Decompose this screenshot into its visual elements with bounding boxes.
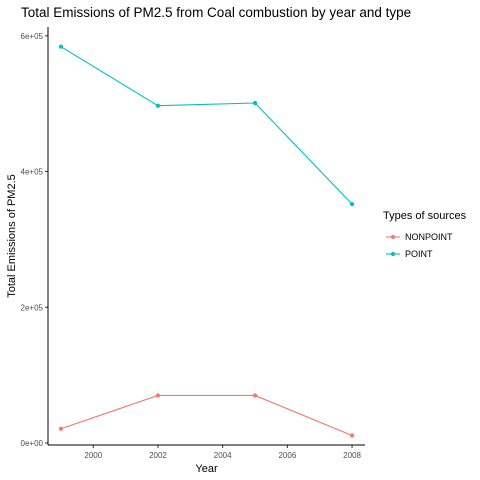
legend-item-nonpoint: NONPOINT [386, 232, 453, 242]
legend-label: POINT [405, 249, 433, 259]
x-axis-title: Year [195, 463, 218, 475]
x-tick-label: 2002 [149, 451, 167, 460]
x-tick-label: 2004 [214, 451, 232, 460]
legend-items: NONPOINT POINT [386, 232, 453, 259]
data-point-nonpoint [349, 433, 355, 438]
y-tick-label: 0e+00 [21, 439, 44, 448]
data-point-point [58, 44, 64, 49]
x-tick-label: 2008 [343, 451, 361, 460]
x-tick-label: 2000 [84, 451, 102, 460]
chart-title: Total Emissions of PM2.5 from Coal combu… [21, 5, 411, 20]
legend-label: NONPOINT [405, 232, 453, 242]
data-point-nonpoint [155, 393, 161, 398]
series-line-nonpoint [60, 394, 353, 437]
data-point-point [252, 100, 258, 106]
y-tick-label: 4e+05 [21, 168, 44, 177]
data-point-nonpoint [252, 393, 258, 398]
y-axis-title: Total Emissions of PM2.5 [6, 174, 18, 298]
legend-item-point: POINT [386, 249, 433, 259]
legend-key-point [390, 251, 396, 257]
series-line-point [60, 46, 353, 205]
data-point-point [155, 103, 161, 108]
series-layer [58, 44, 355, 438]
y-tick-label: 6e+05 [21, 32, 44, 41]
legend-title: Types of sources [383, 210, 467, 222]
legend-key-point [390, 234, 396, 240]
data-point-nonpoint [58, 426, 64, 431]
x-tick-label: 2006 [278, 451, 296, 460]
series-nonpoint [58, 393, 355, 438]
legend: Types of sources NONPOINT POINT [383, 210, 467, 259]
y-tick-label: 2e+05 [21, 303, 44, 312]
data-point-point [349, 202, 355, 207]
series-point [58, 44, 355, 207]
